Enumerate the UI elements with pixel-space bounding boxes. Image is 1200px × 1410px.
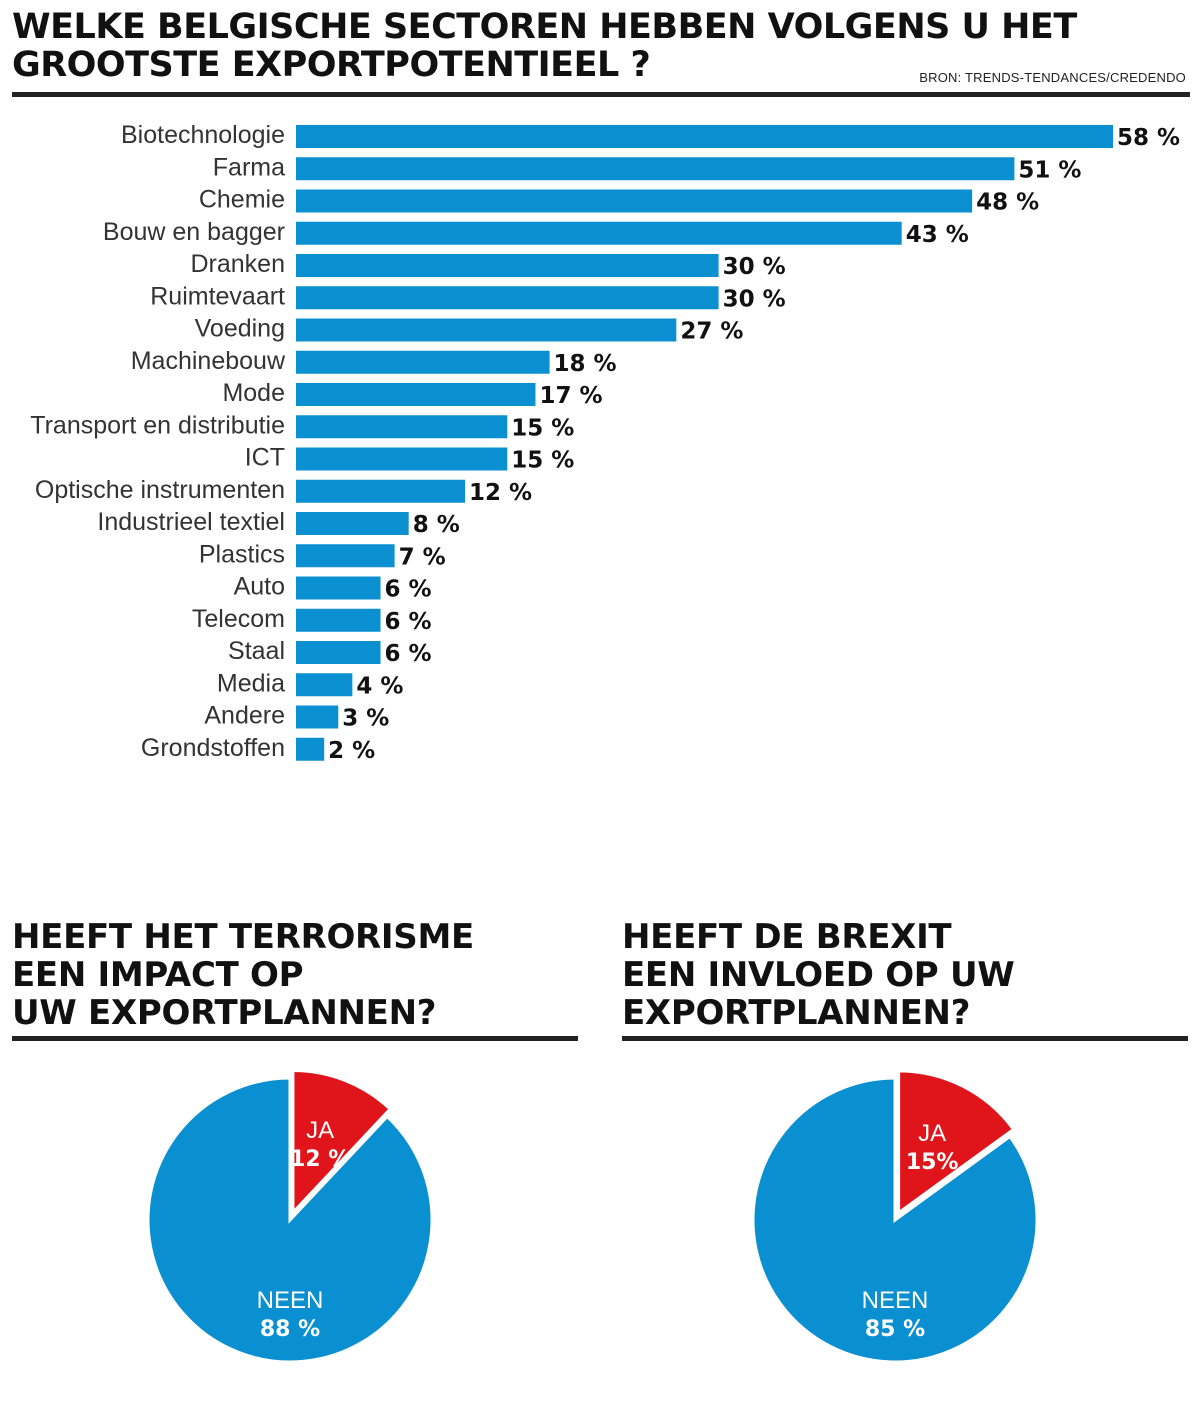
bar [296, 350, 550, 374]
bar-category-label: Auto [234, 573, 285, 601]
bar [296, 447, 508, 471]
bar-category-label: Transport en distributie [30, 411, 285, 439]
bar-category-label: Andere [204, 702, 285, 730]
pie-1-title: HEEFT HET TERRORISME EEN IMPACT OP UW EX… [12, 918, 474, 1032]
pie-slice-value: 15% [906, 1150, 959, 1175]
pie-2-title-line-1: HEEFT DE BREXIT [622, 917, 952, 957]
bar-value-label: 15 % [511, 415, 574, 441]
pie-2-divider [622, 1036, 1188, 1041]
pie-1-title-line-2: EEN IMPACT OP [12, 955, 304, 995]
bar-category-label: Biotechnologie [121, 121, 285, 149]
bar [296, 286, 719, 310]
bar-category-label: Optische instrumenten [35, 476, 285, 504]
pie-slice-name: NEEN [862, 1287, 929, 1314]
bar-category-label: Telecom [192, 605, 285, 633]
bar-category-label: Chemie [199, 186, 285, 214]
bar-category-label: Voeding [195, 315, 285, 343]
bar-value-label: 6 % [385, 609, 432, 635]
bar [296, 221, 902, 245]
pie-chart-brexit: JA 15% NEEN 85 % [751, 1069, 1039, 1364]
title-divider [12, 92, 1190, 97]
bar-value-label: 27 % [680, 319, 743, 345]
source-note: BRON: TRENDS-TENDANCES/CREDENDO [919, 70, 1186, 85]
bar-category-label: Dranken [191, 250, 286, 278]
bar [296, 576, 381, 600]
bar-value-label: 58 % [1117, 125, 1180, 151]
pie-2-title: HEEFT DE BREXIT EEN INVLOED OP UW EXPORT… [622, 917, 1015, 1033]
bar-value-label: 4 % [356, 673, 403, 699]
bar-value-label: 18 % [554, 351, 617, 377]
bar-category-label: Mode [222, 379, 285, 407]
bar-category-label: Plastics [199, 540, 285, 568]
pie-slice-neen [146, 1076, 434, 1364]
pie-slice-ja [897, 1069, 1016, 1216]
bar-category-label: Machinebouw [131, 347, 286, 375]
bar-category-label: Media [217, 669, 285, 697]
pie-slice-value: 88 % [260, 1317, 320, 1342]
bar-category-label: Ruimtevaart [150, 282, 285, 310]
bar [296, 125, 1113, 148]
bar-chart: Biotechnologie 58 % Farma 51 % Chemie 48 % Bou… [30, 121, 1180, 764]
bar-value-label: 6 % [385, 641, 432, 667]
bar [296, 318, 677, 342]
bar [296, 544, 395, 568]
bar [296, 383, 536, 406]
bar-value-label: 12 % [469, 480, 532, 506]
bar [296, 673, 353, 697]
bar-value-label: 3 % [342, 706, 389, 732]
pie-slice-value: 85 % [865, 1317, 925, 1342]
bar-category-label: Industrieel textiel [97, 508, 285, 536]
pie-2-title-line-2: EEN INVLOED OP UW [622, 955, 1015, 995]
bar [296, 737, 325, 761]
bar-category-label: Farma [213, 153, 285, 181]
bar [296, 254, 719, 277]
pie-slice-ja [291, 1069, 393, 1217]
bar-category-label: Bouw en bagger [103, 218, 285, 246]
chart-title-line-2: GROOTSTE EXPORTPOTENTIEEL ? [12, 45, 651, 85]
bar-category-label: Grondstoffen [141, 734, 285, 762]
pie-slice-name: NEEN [257, 1287, 324, 1314]
bar-category-label: Staal [228, 637, 285, 665]
pie-1-divider [12, 1036, 578, 1041]
pie-1-title-line-1: HEEFT HET TERRORISME [12, 917, 474, 957]
chart-title: WELKE BELGISCHE SECTOREN HEBBEN VOLGENS … [12, 8, 1132, 84]
pie-slice-neen [751, 1076, 1039, 1364]
bar-value-label: 17 % [539, 383, 602, 409]
chart-title-line-1: WELKE BELGISCHE SECTOREN HEBBEN VOLGENS … [12, 7, 1077, 47]
bar [296, 608, 381, 632]
pie-1-title-line-3: UW EXPORTPLANNEN? [12, 993, 437, 1033]
bar-value-label: 51 % [1018, 157, 1081, 183]
bar [296, 157, 1015, 181]
bar [296, 512, 409, 535]
bar-value-label: 2 % [328, 738, 375, 764]
bar-value-label: 30 % [723, 254, 786, 280]
bar [296, 415, 508, 439]
bar [296, 705, 339, 729]
bar-value-label: 6 % [385, 577, 432, 603]
pie-slice-name: JA [306, 1117, 334, 1144]
bar [296, 189, 973, 213]
bar-value-label: 8 % [413, 512, 460, 538]
bar-category-label: ICT [245, 444, 285, 472]
bar [296, 641, 381, 664]
bar-value-label: 7 % [399, 544, 446, 570]
bar-value-label: 30 % [723, 286, 786, 312]
pie-2-title-line-3: EXPORTPLANNEN? [622, 993, 971, 1033]
bar-value-label: 48 % [976, 190, 1039, 216]
bar-value-label: 15 % [511, 448, 574, 474]
pie-slice-name: JA [918, 1120, 946, 1147]
bar-value-label: 43 % [906, 222, 969, 248]
bar [296, 479, 466, 503]
